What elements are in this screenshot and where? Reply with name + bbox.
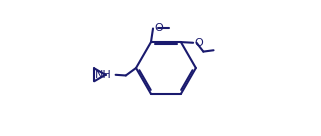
Text: O: O [155, 23, 163, 33]
Text: NH: NH [94, 70, 111, 80]
Text: O: O [195, 38, 204, 48]
